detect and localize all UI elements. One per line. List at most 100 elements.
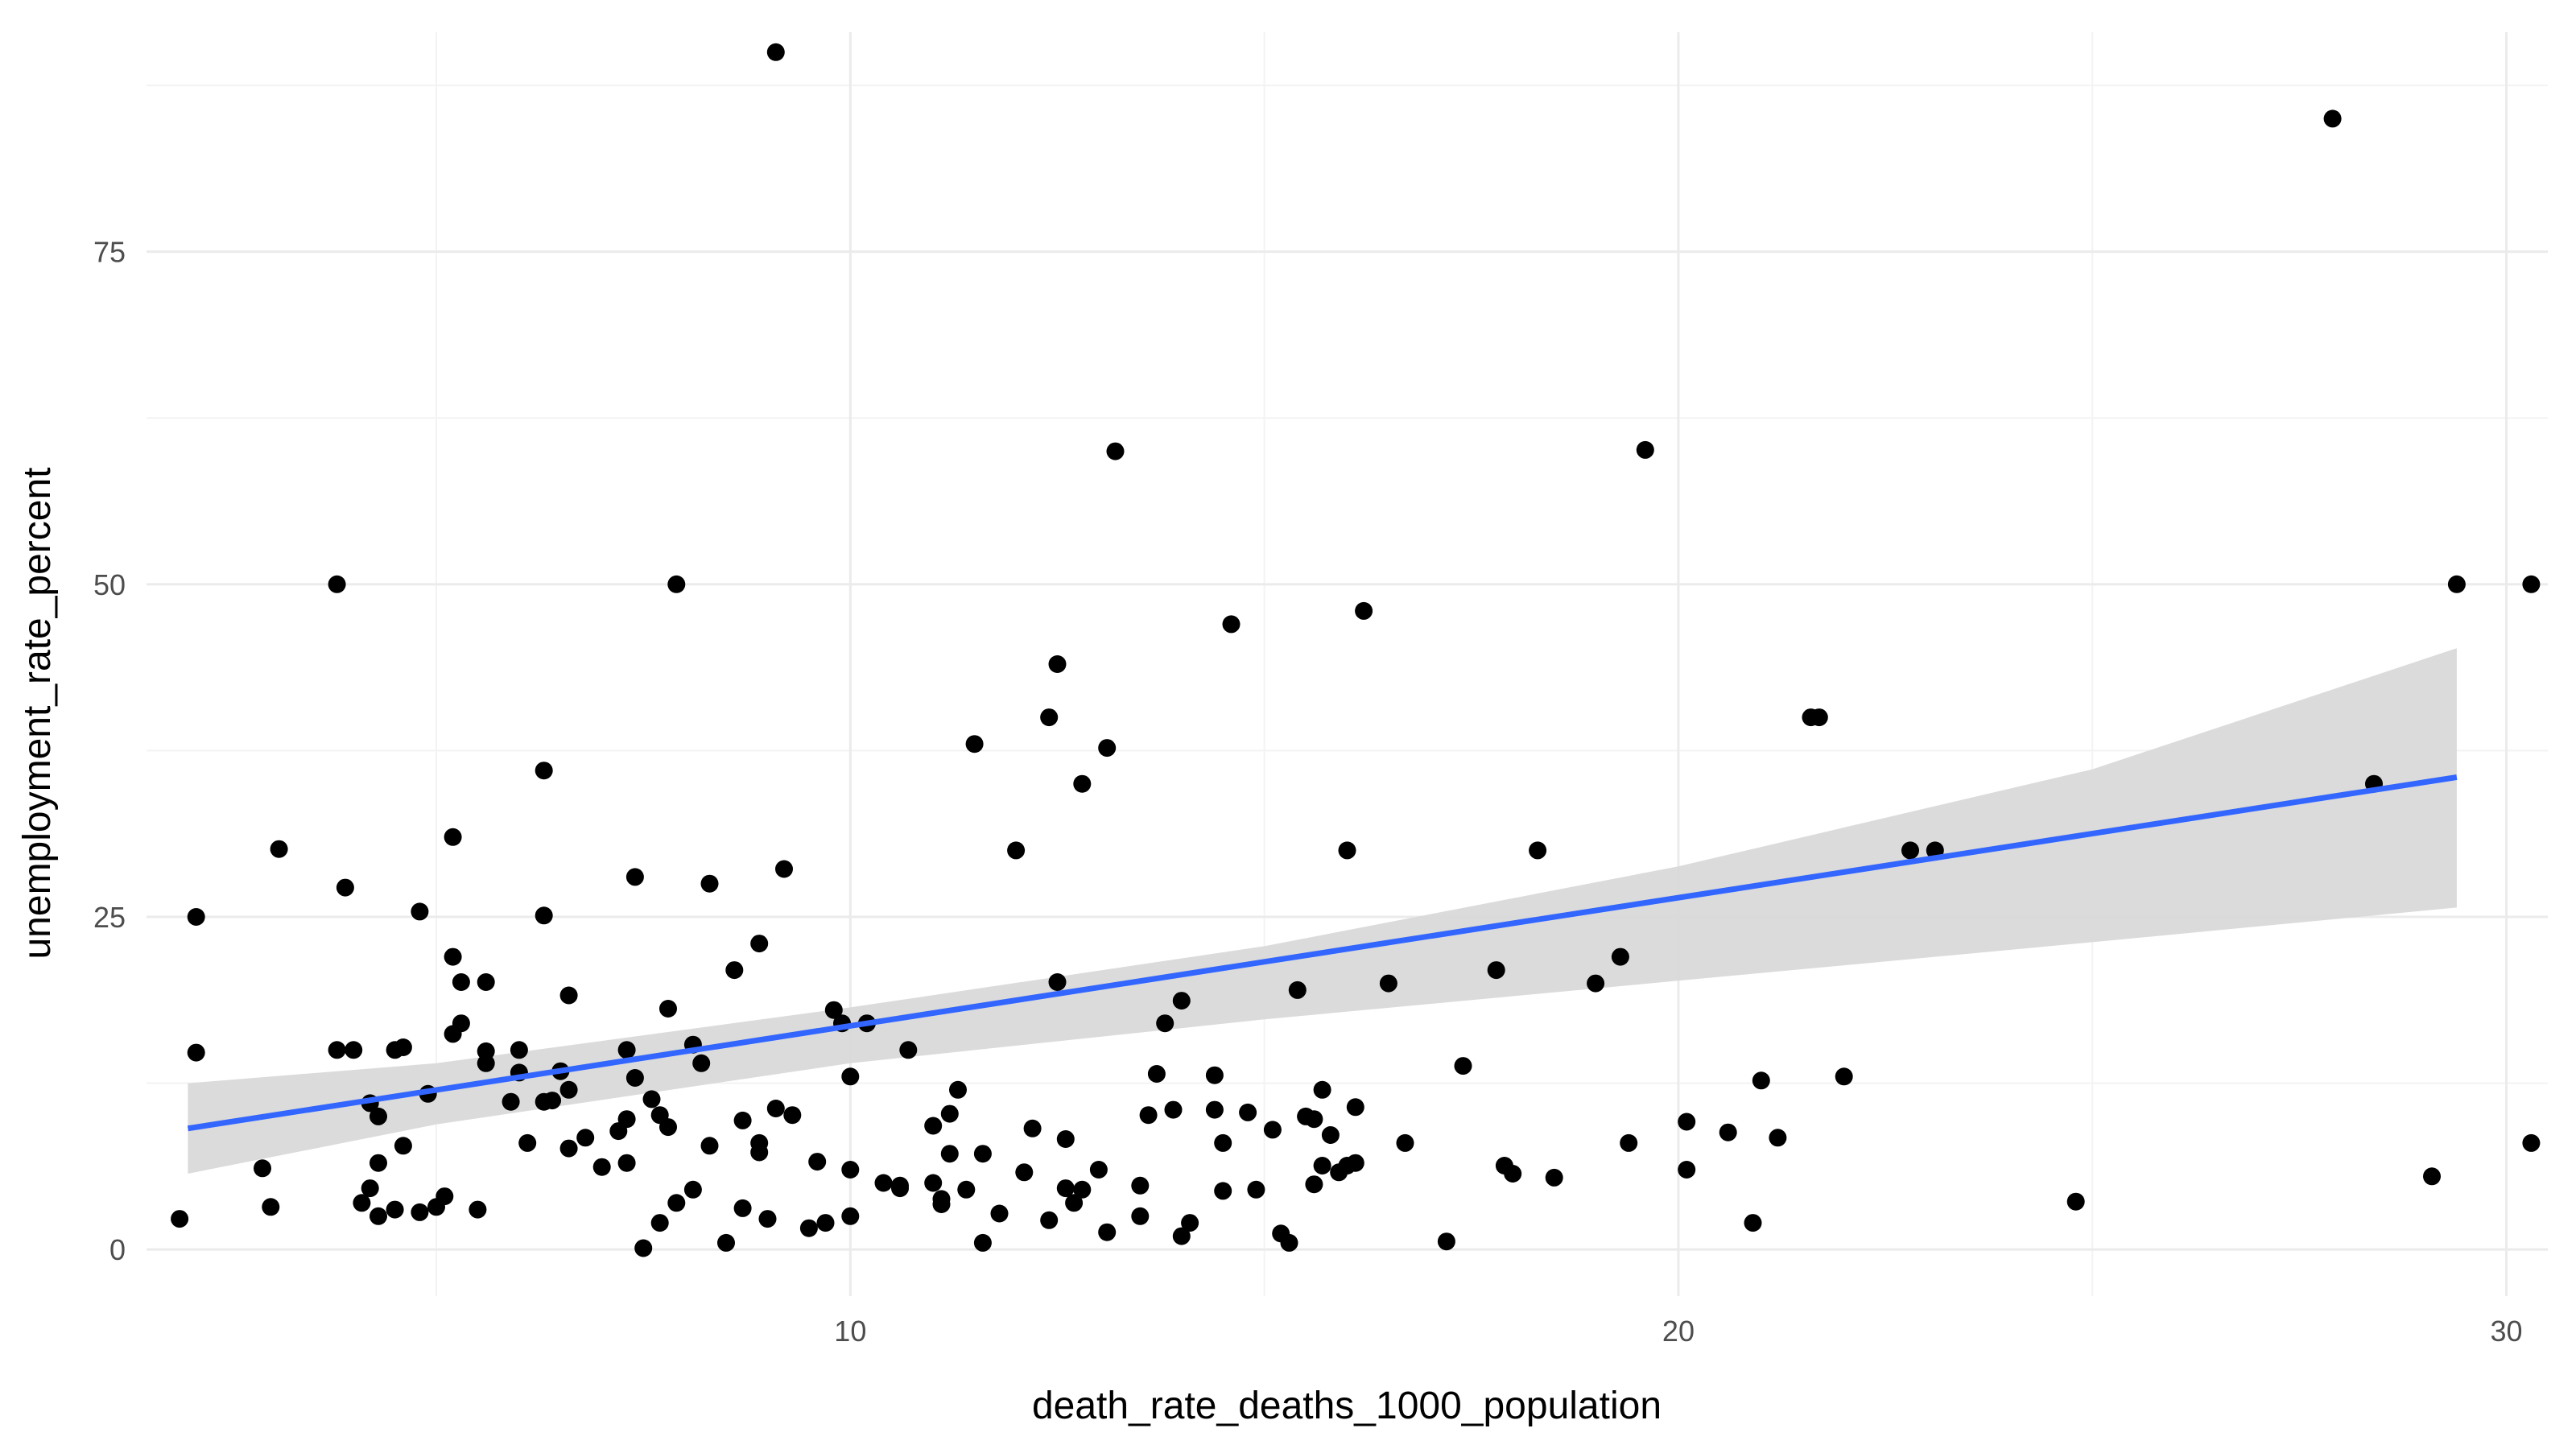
- data-point: [328, 1041, 346, 1059]
- data-point: [1214, 1182, 1232, 1200]
- data-point: [559, 1080, 578, 1099]
- data-point: [1313, 1080, 1331, 1099]
- data-point: [394, 1038, 412, 1056]
- data-point: [841, 1067, 860, 1086]
- data-point: [1172, 992, 1191, 1010]
- trend-line: [187, 774, 2458, 1132]
- data-point: [469, 1200, 487, 1219]
- data-point: [816, 1214, 835, 1232]
- data-point: [1321, 1126, 1340, 1144]
- data-point: [1015, 1163, 1034, 1182]
- data-point: [1305, 1110, 1323, 1129]
- data-point: [899, 1041, 918, 1059]
- data-point: [1156, 1014, 1174, 1033]
- data-point: [361, 1179, 379, 1198]
- data-point: [1131, 1207, 1150, 1225]
- data-point: [758, 1210, 777, 1228]
- data-point: [535, 762, 553, 780]
- data-point: [1901, 841, 1919, 860]
- data-point: [369, 1107, 387, 1125]
- data-point: [452, 1014, 470, 1033]
- data-point: [625, 1069, 644, 1087]
- x-axis-title: death_rate_deaths_1000_population: [1032, 1385, 1662, 1427]
- data-point: [187, 1043, 205, 1062]
- data-point: [733, 1199, 752, 1217]
- y-tick-label: 75: [93, 236, 126, 269]
- data-point: [824, 1001, 843, 1019]
- data-point: [510, 1041, 528, 1059]
- data-point: [924, 1174, 943, 1192]
- data-point: [1147, 1065, 1166, 1083]
- data-point: [1346, 1098, 1364, 1117]
- data-point: [940, 1104, 959, 1123]
- data-point: [1040, 1211, 1059, 1229]
- data-point: [692, 1054, 711, 1072]
- data-point: [924, 1117, 943, 1135]
- data-point: [617, 1154, 636, 1172]
- data-point: [1040, 708, 1059, 727]
- data-point: [1545, 1168, 1563, 1187]
- data-point: [1835, 1067, 1853, 1086]
- data-point: [336, 878, 354, 897]
- data-point: [1098, 739, 1117, 758]
- data-point: [171, 1210, 189, 1228]
- data-point: [766, 1100, 785, 1117]
- data-point: [667, 575, 686, 593]
- data-point: [1247, 1180, 1265, 1199]
- data-point: [1181, 1214, 1199, 1232]
- data-point: [1280, 1233, 1298, 1252]
- data-point: [477, 973, 495, 991]
- data-point: [1131, 1176, 1150, 1195]
- data-point: [1678, 1161, 1696, 1179]
- data-point: [2323, 109, 2342, 128]
- data-point: [642, 1090, 661, 1108]
- data-point: [1437, 1232, 1455, 1251]
- data-point: [2447, 575, 2466, 593]
- data-point: [452, 973, 470, 991]
- data-point: [625, 868, 644, 886]
- y-tick-label: 0: [109, 1233, 126, 1266]
- data-point: [1810, 708, 1828, 727]
- data-point: [1164, 1100, 1183, 1119]
- y-tick-label: 50: [93, 568, 126, 601]
- data-point: [659, 1000, 677, 1018]
- data-point: [1379, 974, 1397, 993]
- data-point: [1098, 1223, 1117, 1241]
- data-point: [949, 1080, 967, 1099]
- data-point: [700, 1137, 719, 1155]
- data-point: [254, 1159, 271, 1178]
- data-point: [369, 1207, 387, 1225]
- data-point: [411, 902, 429, 921]
- data-point: [1048, 655, 1067, 673]
- data-point: [518, 1133, 537, 1152]
- data-point: [1205, 1100, 1224, 1119]
- data-point: [750, 1143, 769, 1162]
- data-point: [1172, 1227, 1191, 1245]
- data-point: [2066, 1192, 2085, 1211]
- data-point: [1048, 973, 1067, 991]
- data-point: [617, 1110, 636, 1129]
- data-point: [1587, 974, 1605, 993]
- data-point: [1678, 1113, 1696, 1131]
- data-point: [1313, 1157, 1331, 1174]
- trend-line-layer: [187, 774, 2458, 1132]
- data-point: [444, 947, 462, 966]
- data-point: [2522, 575, 2541, 593]
- data-point: [874, 1174, 893, 1192]
- data-point: [1288, 980, 1307, 999]
- x-tick-label: 20: [1662, 1315, 1695, 1348]
- data-point: [1620, 1133, 1638, 1152]
- data-point: [775, 860, 793, 878]
- data-point: [700, 874, 719, 893]
- data-point: [891, 1179, 909, 1198]
- x-tick-label: 30: [2491, 1315, 2523, 1348]
- data-point: [617, 1041, 636, 1059]
- data-point: [559, 986, 578, 1005]
- data-point: [733, 1111, 752, 1129]
- data-point: [766, 43, 785, 61]
- data-point: [345, 1041, 363, 1059]
- data-point: [1222, 615, 1241, 634]
- data-point: [659, 1118, 677, 1137]
- data-point: [1396, 1133, 1414, 1152]
